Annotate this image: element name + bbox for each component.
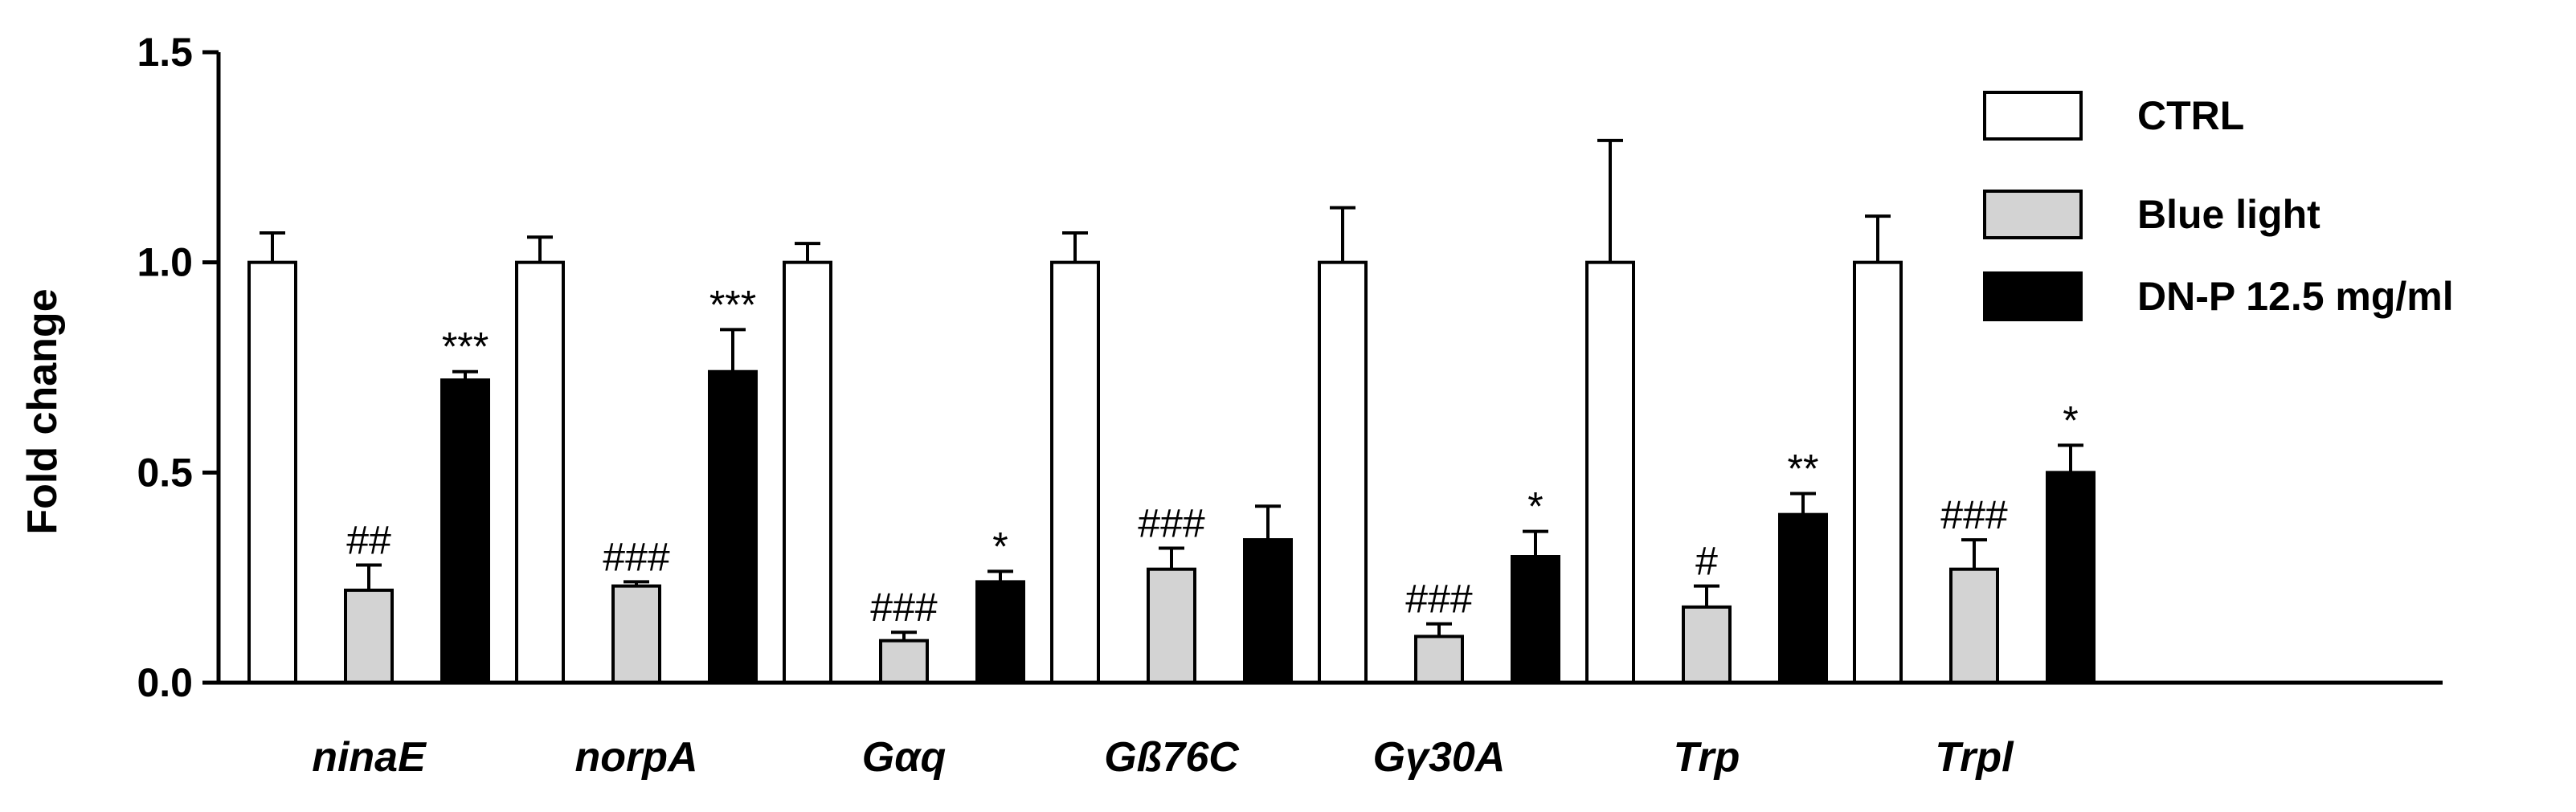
legend-swatch bbox=[1983, 190, 2083, 239]
bar bbox=[1585, 260, 1635, 684]
bar bbox=[611, 584, 661, 685]
significance-label: # bbox=[1695, 539, 1718, 584]
bar bbox=[247, 260, 297, 684]
x-category-label: Trp bbox=[1674, 734, 1740, 781]
significance-label: ### bbox=[603, 534, 670, 579]
bar bbox=[1511, 555, 1560, 684]
significance-label: *** bbox=[709, 282, 756, 327]
bar bbox=[975, 580, 1025, 685]
legend-swatch bbox=[1983, 91, 2083, 141]
legend-swatch bbox=[1983, 271, 2083, 321]
bar bbox=[1414, 635, 1464, 685]
significance-label: ### bbox=[1138, 501, 1205, 546]
bar bbox=[783, 260, 832, 684]
x-category-label: norpA bbox=[574, 734, 697, 781]
significance-label: * bbox=[1527, 484, 1543, 529]
significance-label: ### bbox=[1405, 577, 1473, 622]
y-tick-label: 1.5 bbox=[137, 30, 193, 75]
bar bbox=[1318, 260, 1368, 684]
x-category-label: Trpl bbox=[1935, 734, 2014, 781]
x-category-label: Gß76C bbox=[1104, 734, 1240, 781]
significance-label: *** bbox=[442, 324, 489, 369]
significance-label: ### bbox=[1940, 492, 2008, 537]
significance-label: * bbox=[992, 524, 1008, 569]
legend-label: CTRL bbox=[2137, 93, 2244, 138]
x-category-label: Gαq bbox=[862, 734, 946, 781]
bar bbox=[440, 378, 490, 684]
bar bbox=[879, 639, 929, 685]
y-axis-title: Fold change bbox=[19, 288, 66, 534]
legend-label: Blue light bbox=[2137, 192, 2320, 237]
bar bbox=[1050, 260, 1100, 684]
bar bbox=[1147, 567, 1196, 685]
significance-label: * bbox=[2063, 398, 2078, 443]
bar bbox=[708, 369, 758, 684]
bar bbox=[2046, 471, 2096, 684]
x-category-label: ninaE bbox=[312, 734, 427, 781]
bar bbox=[1853, 260, 1903, 684]
bar bbox=[1949, 567, 1999, 685]
y-tick-label: 1.0 bbox=[137, 240, 193, 285]
bar bbox=[1682, 605, 1732, 684]
y-tick-label: 0.0 bbox=[137, 660, 193, 705]
y-tick-label: 0.5 bbox=[137, 450, 193, 495]
significance-label: ### bbox=[870, 585, 938, 630]
bar bbox=[515, 260, 565, 684]
significance-label: ## bbox=[346, 517, 391, 562]
bar bbox=[1243, 538, 1293, 684]
x-category-label: Gγ30A bbox=[1373, 734, 1506, 781]
legend-label: DN-P 12.5 mg/ml bbox=[2137, 274, 2454, 319]
bar bbox=[1778, 512, 1828, 685]
significance-label: ** bbox=[1788, 447, 1819, 492]
bar bbox=[344, 588, 394, 684]
